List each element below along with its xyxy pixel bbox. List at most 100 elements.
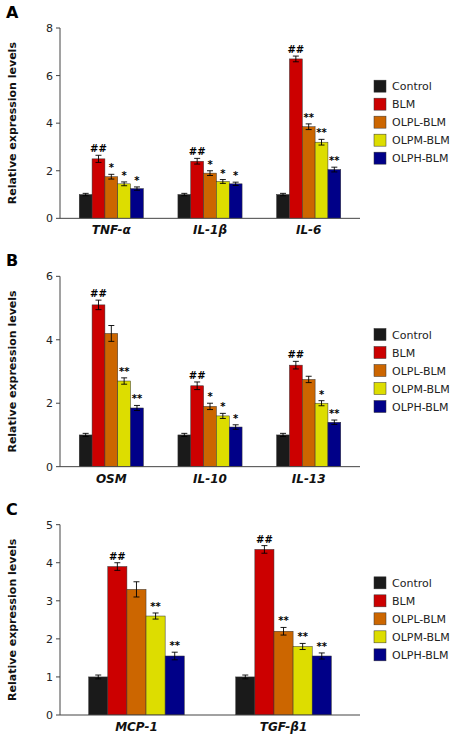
legend-label: BLM [392, 595, 415, 608]
bar [302, 127, 315, 219]
error-stem [308, 124, 309, 130]
error-stem [295, 56, 296, 62]
error-bar [134, 187, 140, 190]
y-tick-label: 6 [46, 270, 53, 283]
error-cap [108, 174, 114, 175]
bar [178, 435, 191, 467]
annotation: * [122, 170, 128, 181]
annotation: * [319, 389, 325, 400]
error-bar [300, 643, 306, 649]
legend-label: OLPL-BLM [392, 116, 446, 129]
panel: 0246OSMIL-10IL-13Relative expression lev… [6, 251, 450, 485]
error-cap [242, 675, 248, 676]
y-tick-label: 2 [46, 397, 53, 410]
error-cap [207, 403, 213, 404]
legend: ControlBLMOLPL-BLMOLPM-BLMOLPH-BLM [374, 329, 450, 414]
error-stem [235, 425, 236, 429]
panel-label: C [6, 500, 18, 519]
error-cap [95, 309, 101, 310]
annotation: * [109, 162, 115, 173]
y-axis-label: Relative expression levels [6, 42, 19, 205]
annotation: * [220, 401, 226, 412]
y-tick-label: 0 [46, 212, 53, 225]
error-cap [114, 562, 120, 563]
error-cap [95, 675, 101, 676]
error-cap [306, 376, 312, 377]
annotation: ## [287, 349, 304, 360]
y-tick-label: 0 [46, 709, 53, 722]
error-bar [153, 613, 159, 619]
plot-area [89, 546, 332, 715]
annotation: ** [303, 112, 314, 123]
x-axis-line [60, 466, 360, 467]
annotation: ## [189, 146, 206, 157]
error-cap [83, 433, 89, 434]
x-tick-label: TNF-α [92, 223, 132, 237]
error-stem [264, 546, 265, 554]
bar [229, 427, 242, 467]
y-axis-label: Relative expression levels [6, 538, 19, 701]
error-cap [194, 381, 200, 382]
error-cap [134, 410, 140, 411]
error-bar [319, 139, 325, 145]
legend-label: OLPM-BLM [392, 631, 450, 644]
error-cap [233, 424, 239, 425]
error-stem [295, 361, 296, 369]
error-stem [245, 675, 246, 679]
error-cap [133, 581, 139, 582]
y-tick [56, 218, 60, 219]
bar [105, 333, 118, 466]
bar [191, 386, 204, 467]
legend-swatch [374, 329, 386, 341]
y-tick-label: 5 [46, 519, 53, 532]
error-stem [321, 653, 322, 659]
y-tick [56, 123, 60, 124]
legend-swatch [374, 631, 386, 643]
error-bar [121, 182, 127, 186]
error-stem [85, 433, 86, 436]
annotation: ** [297, 631, 308, 642]
error-bar [108, 326, 114, 342]
error-stem [98, 300, 99, 310]
error-cap [95, 678, 101, 679]
error-cap [181, 195, 187, 196]
error-stem [235, 182, 236, 185]
error-bar [121, 378, 127, 384]
annotation: ** [132, 393, 143, 404]
y-tick-label: 4 [46, 557, 53, 570]
legend-label: Control [392, 80, 432, 93]
error-bar [293, 361, 299, 369]
error-bar [280, 193, 286, 195]
y-axis-line [60, 525, 61, 715]
error-bar [306, 376, 312, 382]
error-cap [331, 171, 337, 172]
y-tick-label: 2 [46, 633, 53, 646]
y-tick [56, 28, 60, 29]
error-bar [306, 124, 312, 130]
error-cap [331, 167, 337, 168]
error-cap [319, 139, 325, 140]
error-cap [280, 433, 286, 434]
error-cap [319, 405, 325, 406]
error-bar [181, 433, 187, 436]
annotation: ** [119, 366, 130, 377]
legend-swatch [374, 116, 386, 128]
x-tick-label: MCP-1 [115, 720, 158, 734]
error-cap [220, 418, 226, 419]
annotation: ## [109, 551, 126, 562]
legend-swatch [374, 152, 386, 164]
legend-swatch [374, 383, 386, 395]
error-cap [261, 553, 267, 554]
legend-swatch [374, 577, 386, 589]
error-cap [194, 389, 200, 390]
error-stem [197, 382, 198, 390]
bar [204, 173, 217, 218]
panel: 02468TNF-αIL-1βIL-6Relative expression l… [6, 3, 450, 237]
legend-swatch [374, 98, 386, 110]
error-stem [222, 413, 223, 418]
error-cap [242, 678, 248, 679]
y-tick-label: 1 [46, 671, 53, 684]
bar [328, 422, 341, 466]
error-bar [133, 582, 139, 597]
error-cap [181, 433, 187, 434]
